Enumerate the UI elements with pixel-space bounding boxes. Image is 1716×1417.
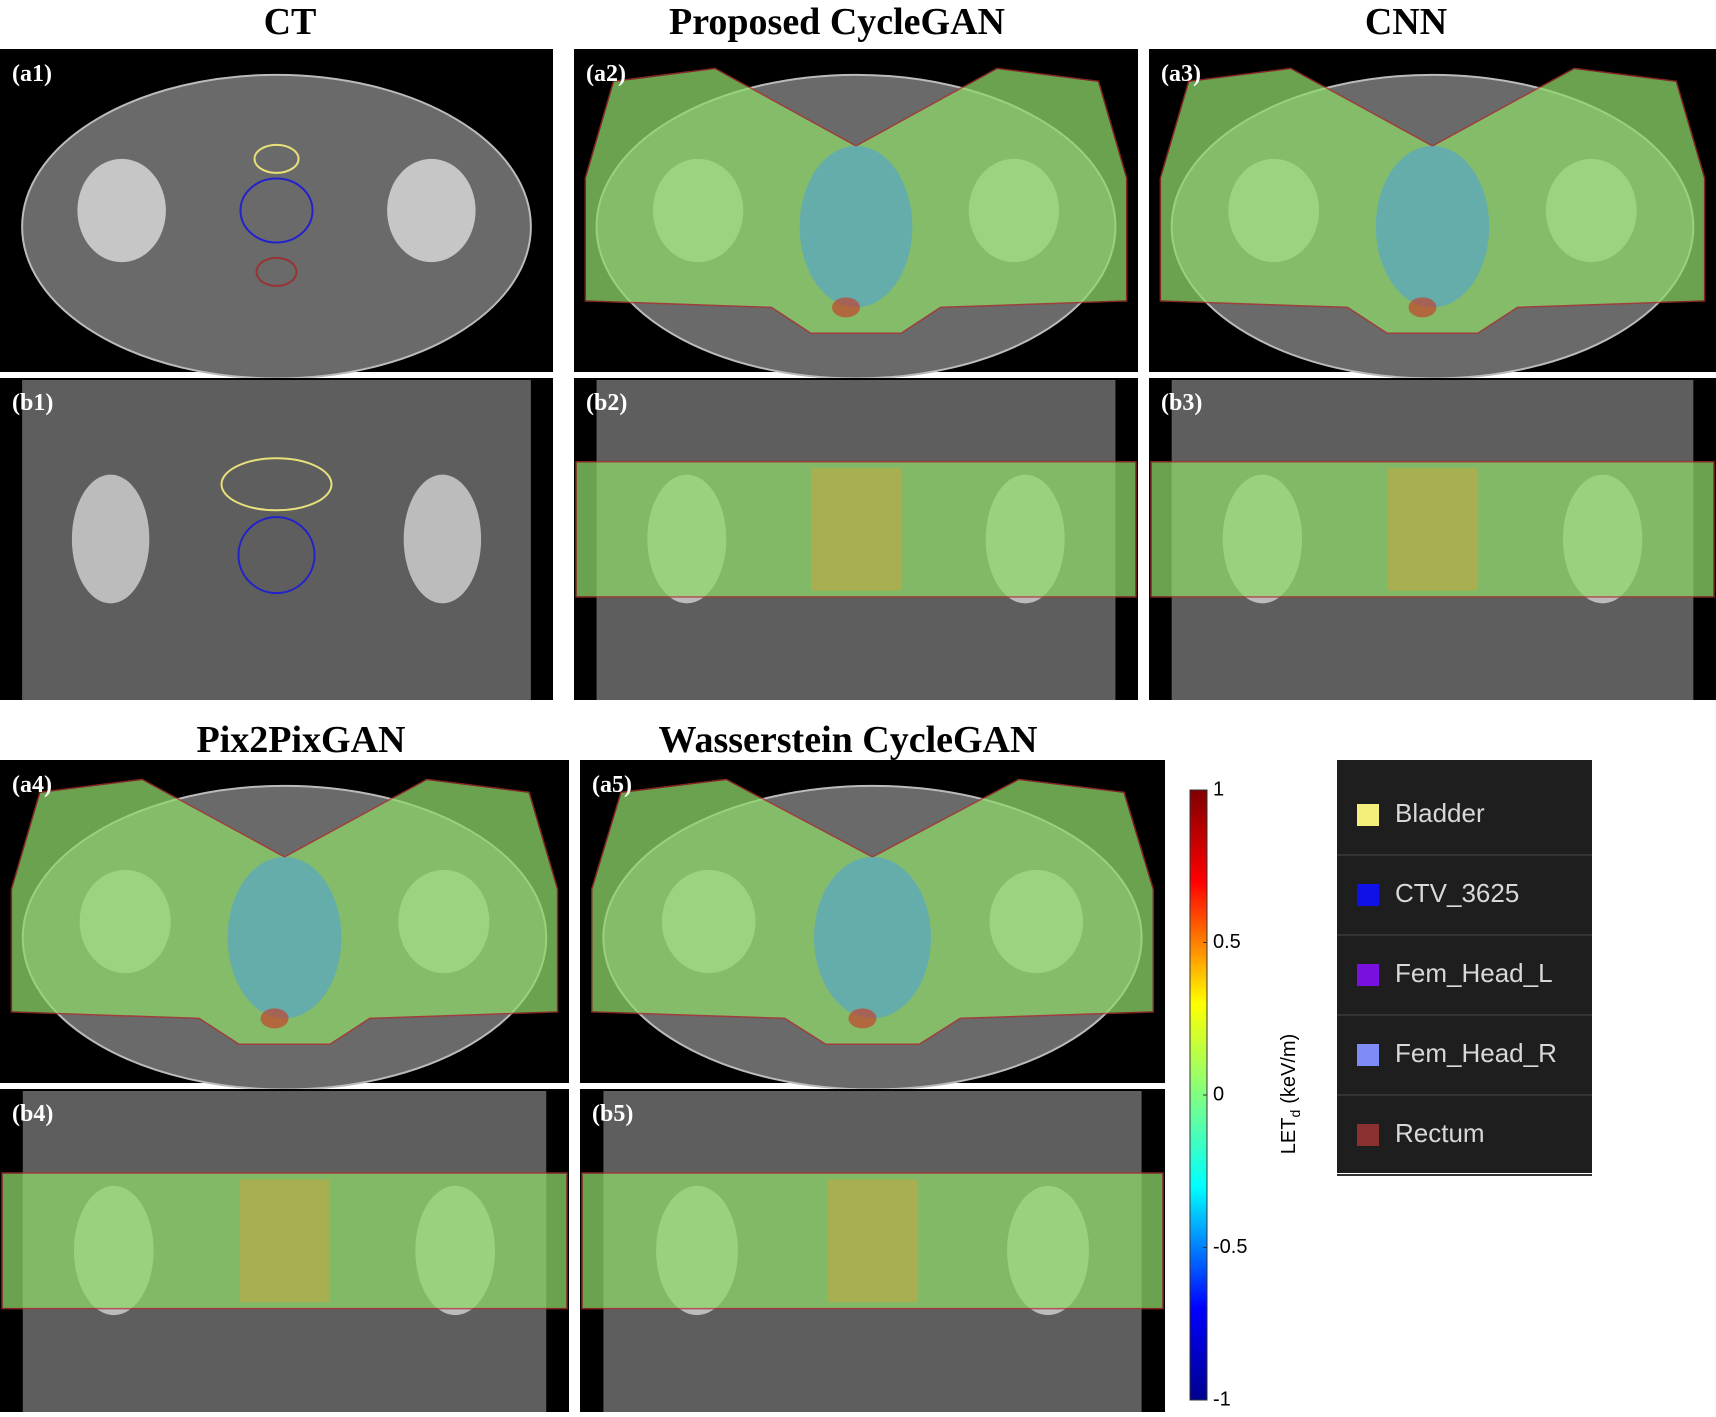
bone [77, 158, 166, 263]
colorbar-label-subscript: d [1287, 1110, 1303, 1118]
legend-swatch [1357, 1044, 1379, 1066]
colorbar-tick-label: 0.5 [1213, 931, 1241, 953]
let-deviation [814, 856, 931, 1019]
image-panel: (a1) [0, 49, 553, 380]
bladder-contour [253, 143, 300, 174]
colorbar-tick-label: -1 [1213, 1388, 1231, 1410]
panel-label: (a1) [12, 61, 52, 87]
colorbar-tick-label: 0 [1213, 1083, 1224, 1105]
legend-swatch [1357, 1124, 1379, 1146]
femoral-head [71, 474, 150, 604]
let-deviation [848, 1008, 877, 1029]
let-deviation [239, 1179, 330, 1303]
let-overlay [1150, 460, 1715, 598]
panel-label: (a5) [592, 772, 632, 798]
let-overlay [581, 1172, 1164, 1310]
panel-title: Proposed CycleGAN [669, 1, 1005, 43]
legend-swatch [1357, 964, 1379, 986]
legend-label: Fem_Head_L [1395, 958, 1553, 988]
femoral-head [403, 474, 482, 604]
panel-label: (b5) [592, 1101, 633, 1127]
bone [387, 158, 476, 263]
let-deviation [832, 297, 860, 318]
let-deviation [1375, 145, 1490, 308]
let-deviation [799, 145, 913, 308]
let-deviation [811, 468, 901, 591]
colorbar-label-main: LET [1278, 1118, 1300, 1155]
panel-label: (a3) [1161, 61, 1201, 87]
image-panel: (a3) [1149, 49, 1716, 380]
panel-title: CNN [1365, 1, 1447, 43]
legend-box [1337, 760, 1592, 1173]
let-deviation [227, 856, 342, 1019]
legend-label: Fem_Head_R [1395, 1038, 1557, 1068]
let-deviation [827, 1179, 918, 1303]
image-panel: (a5) [580, 760, 1165, 1091]
image-panel: (b1) [0, 378, 553, 700]
ctv-contour [239, 177, 314, 244]
let-overlay [575, 460, 1137, 598]
image-panel: (b5) [580, 1089, 1165, 1412]
panel-label: (b3) [1161, 390, 1202, 416]
panel-label: (a2) [586, 61, 626, 87]
image-panel: (a2) [574, 49, 1138, 380]
colorbar-tick-label: 1 [1213, 778, 1224, 800]
ctv-contour [237, 516, 316, 595]
panel-label: (a4) [12, 772, 52, 798]
legend-swatch [1357, 804, 1379, 826]
image-panel: (b2) [574, 378, 1138, 700]
panel-label: (b2) [586, 390, 627, 416]
rectum-contour [255, 256, 298, 287]
let-overlay [1, 1172, 568, 1310]
panel-title: Wasserstein CycleGAN [659, 719, 1038, 761]
colorbar-label: LETd (keV/m) [1278, 1034, 1302, 1154]
panel-label: (b1) [12, 390, 53, 416]
panel-title: Pix2PixGAN [197, 719, 406, 761]
let-deviation [1387, 468, 1478, 591]
image-panel: (b4) [0, 1089, 569, 1412]
let-deviation [260, 1008, 289, 1029]
image-panel: (a4) [0, 760, 569, 1091]
colorbar-label-unit: (keV/m) [1278, 1034, 1300, 1104]
legend-label: CTV_3625 [1395, 878, 1519, 908]
panel-title: CT [264, 1, 317, 43]
legend-label: Rectum [1395, 1118, 1485, 1148]
panel-label: (b4) [12, 1101, 53, 1127]
legend-swatch [1357, 884, 1379, 906]
let-deviation [1408, 297, 1437, 318]
legend-label: Bladder [1395, 798, 1485, 828]
colorbar-tick-label: -0.5 [1213, 1236, 1247, 1258]
image-panel: (b3) [1149, 378, 1716, 700]
bladder-contour [220, 457, 333, 512]
